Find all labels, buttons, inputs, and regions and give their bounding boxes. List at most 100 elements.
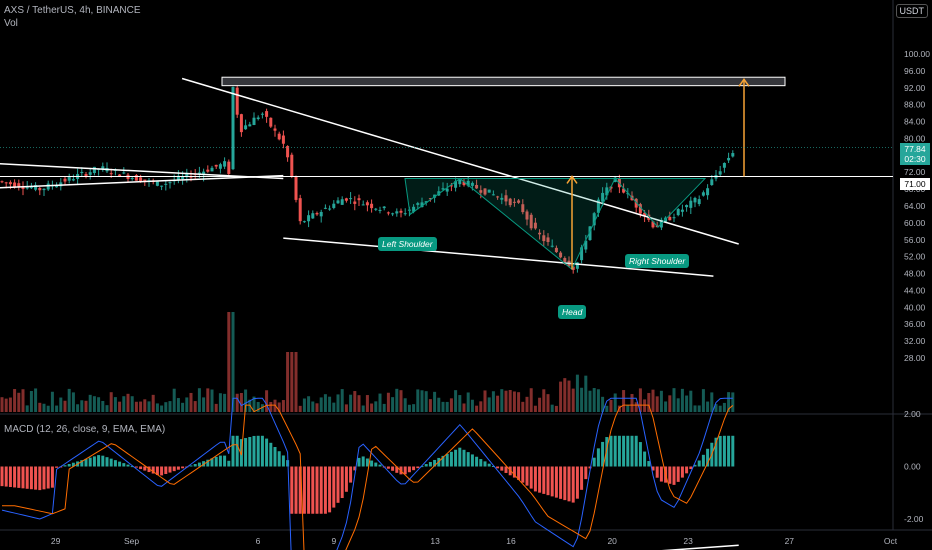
candle-body bbox=[21, 187, 25, 189]
volume-bar bbox=[84, 400, 88, 412]
macd-histogram-bar bbox=[227, 460, 231, 467]
candle-body bbox=[651, 221, 655, 228]
volume-bar bbox=[252, 396, 256, 412]
candle-body bbox=[361, 204, 365, 206]
currency-button[interactable]: USDT bbox=[895, 4, 928, 18]
candle-body bbox=[588, 226, 592, 241]
volume-bar bbox=[277, 402, 281, 412]
macd-histogram-bar bbox=[340, 466, 344, 499]
macd-histogram-bar bbox=[655, 466, 659, 478]
candle-body bbox=[374, 208, 378, 210]
macd-histogram-bar bbox=[693, 464, 697, 467]
candle-body bbox=[596, 199, 600, 213]
macd-histogram-bar bbox=[189, 465, 193, 467]
head-label: Head bbox=[558, 305, 587, 319]
macd-histogram-bar bbox=[487, 463, 491, 467]
volume-bar bbox=[155, 403, 159, 412]
macd-histogram-bar bbox=[731, 435, 735, 467]
left-shoulder-label: Left Shoulder bbox=[378, 237, 437, 251]
macd-histogram-bar bbox=[605, 437, 609, 467]
volume-bar bbox=[143, 399, 147, 412]
volume-bar bbox=[181, 402, 185, 412]
time-tick-label: 13 bbox=[430, 536, 440, 546]
price-tick-label: 100.00 bbox=[904, 49, 930, 59]
candle-body bbox=[17, 183, 21, 188]
candle-body bbox=[134, 175, 138, 181]
macd-histogram-bar bbox=[248, 436, 252, 467]
macd-histogram-bar bbox=[0, 466, 4, 487]
volume-bar bbox=[344, 404, 348, 412]
macd-histogram-bar bbox=[210, 458, 214, 467]
candle-body bbox=[643, 212, 647, 217]
macd-histogram-bar bbox=[584, 466, 588, 480]
macd-histogram-bar bbox=[563, 466, 567, 501]
macd-histogram-bar bbox=[122, 463, 126, 467]
volume-bar bbox=[542, 389, 546, 412]
volume-bar bbox=[512, 391, 516, 412]
volume-bar bbox=[265, 390, 269, 412]
macd-histogram-bar bbox=[302, 466, 306, 514]
macd-histogram-bar bbox=[357, 457, 361, 467]
candle-body bbox=[286, 146, 290, 158]
trend-line bbox=[0, 174, 284, 189]
candle-body bbox=[218, 164, 222, 169]
macd-tick-label: 0.00 bbox=[904, 462, 921, 472]
candle-body bbox=[328, 208, 332, 210]
candle-body bbox=[449, 185, 453, 187]
candle-body bbox=[210, 167, 214, 172]
candle-body bbox=[197, 172, 201, 174]
volume-bar bbox=[55, 405, 59, 412]
volume-bar bbox=[260, 404, 264, 412]
candle-body bbox=[71, 179, 75, 181]
volume-bar bbox=[319, 397, 323, 412]
macd-histogram-bar bbox=[109, 458, 113, 467]
volume-bar bbox=[521, 401, 525, 412]
macd-histogram-bar bbox=[424, 464, 428, 467]
volume-bar bbox=[370, 403, 374, 412]
candle-body bbox=[302, 221, 306, 223]
candle-body bbox=[155, 181, 159, 186]
macd-histogram-bar bbox=[294, 466, 298, 514]
candle-body bbox=[181, 176, 185, 179]
macd-histogram-bar bbox=[336, 466, 340, 503]
macd-histogram-bar bbox=[151, 466, 155, 474]
price-tick-label: 88.00 bbox=[904, 100, 926, 110]
volume-bar bbox=[244, 389, 248, 412]
volume-bar bbox=[659, 390, 663, 412]
time-tick-label: 16 bbox=[506, 536, 516, 546]
volume-bar bbox=[223, 393, 227, 412]
macd-histogram-bar bbox=[458, 447, 462, 467]
candle-body bbox=[25, 187, 29, 189]
candle-body bbox=[697, 199, 701, 205]
price-tick-label: 96.00 bbox=[904, 66, 926, 76]
macd-histogram-bar bbox=[441, 455, 445, 467]
candle-body bbox=[189, 176, 193, 178]
volume-bar bbox=[664, 401, 668, 412]
candle-body bbox=[386, 212, 390, 214]
macd-histogram-bar bbox=[126, 464, 130, 467]
volume-bar bbox=[365, 395, 369, 412]
candle-body bbox=[592, 213, 596, 226]
macd-histogram-bar bbox=[496, 466, 500, 469]
macd-histogram-bar bbox=[466, 452, 470, 467]
volume-bar bbox=[193, 401, 197, 412]
candle-body bbox=[538, 232, 542, 235]
volume-bar bbox=[722, 402, 726, 412]
macd-histogram-bar bbox=[529, 466, 533, 489]
candle-body bbox=[575, 262, 579, 269]
candle-body bbox=[672, 217, 676, 219]
candle-body bbox=[466, 180, 470, 186]
volume-bar bbox=[34, 388, 38, 412]
candle-body bbox=[504, 195, 508, 202]
volume-bar bbox=[714, 404, 718, 412]
volume-bar bbox=[517, 392, 521, 412]
candle-body bbox=[689, 200, 693, 208]
candle-body bbox=[42, 188, 46, 191]
volume-bar bbox=[349, 394, 353, 412]
target-arrow-breakout-head bbox=[738, 78, 750, 87]
macd-histogram-bar bbox=[391, 466, 395, 471]
volume-bar bbox=[571, 388, 575, 412]
macd-histogram-bar bbox=[134, 466, 138, 468]
volume-bar bbox=[504, 390, 508, 412]
